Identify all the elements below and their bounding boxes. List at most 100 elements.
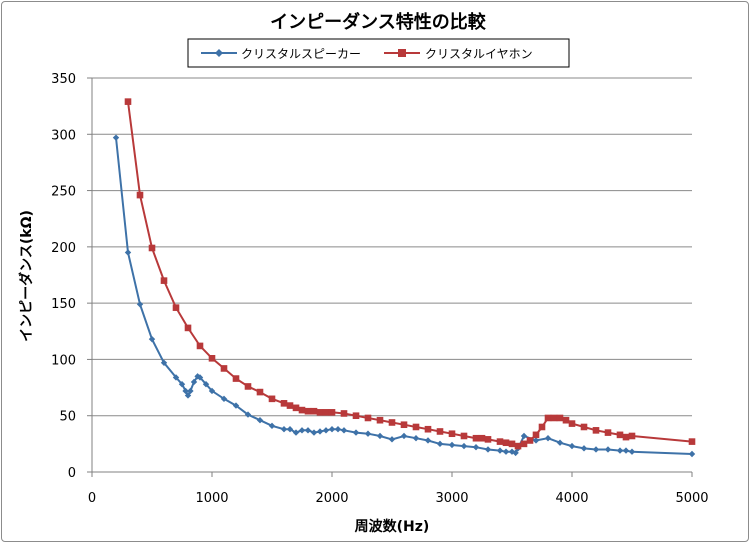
data-point [208, 387, 216, 395]
data-point [376, 432, 384, 440]
data-point [286, 426, 294, 433]
data-point [160, 359, 168, 367]
data-point [196, 342, 204, 350]
x-tick-label: 5000 [675, 491, 708, 506]
data-point [220, 365, 228, 372]
data-point [616, 431, 624, 439]
x-tick-label: 1000 [195, 491, 228, 506]
data-point [622, 447, 630, 454]
data-point [340, 427, 348, 434]
data-point [268, 395, 276, 403]
gridlines [92, 77, 692, 417]
data-point [436, 428, 444, 435]
data-point [496, 447, 504, 454]
data-point [592, 446, 600, 453]
series-speaker [112, 134, 696, 458]
data-point [544, 435, 552, 442]
data-point [316, 409, 324, 416]
data-point [310, 407, 318, 415]
data-point [310, 429, 318, 436]
series-earphone [124, 98, 696, 450]
data-point [448, 430, 456, 438]
data-point [628, 448, 636, 455]
data-point [172, 374, 180, 381]
data-point [316, 428, 324, 435]
data-point [136, 191, 144, 199]
data-point [280, 426, 288, 433]
data-point [244, 411, 252, 418]
data-point [478, 434, 486, 442]
data-point [514, 442, 522, 450]
data-point [187, 387, 194, 395]
data-point [520, 432, 528, 440]
data-point [502, 439, 510, 447]
data-point [220, 395, 228, 403]
data-point [328, 409, 336, 416]
data-point [172, 304, 180, 311]
y-tick-label: 100 [51, 353, 76, 368]
y-tick-label: 0 [68, 466, 76, 481]
data-point [232, 375, 240, 382]
data-point [298, 406, 306, 414]
data-point [292, 429, 300, 436]
data-point [556, 439, 564, 446]
data-point [388, 419, 396, 426]
data-point [298, 427, 306, 434]
y-tick-label: 150 [51, 297, 76, 312]
data-point [688, 450, 696, 458]
data-point [148, 335, 156, 343]
data-point [424, 437, 432, 444]
data-point [148, 244, 156, 252]
data-point [184, 392, 192, 399]
data-point [400, 432, 408, 440]
data-point [550, 414, 558, 422]
data-point [538, 423, 546, 431]
data-point [562, 416, 570, 424]
data-point [136, 301, 144, 308]
y-axis-title: インピーダンス(kΩ) [18, 210, 35, 342]
x-tick-label: 2000 [315, 491, 348, 506]
data-point [124, 249, 132, 256]
data-point [304, 427, 312, 434]
y-tick-label: 200 [51, 241, 76, 256]
data-point [178, 380, 186, 388]
data-point [604, 429, 612, 436]
data-point [376, 416, 384, 424]
data-point [460, 432, 468, 440]
data-point [496, 438, 504, 445]
data-point [328, 426, 336, 433]
data-point [568, 442, 576, 450]
data-point [388, 436, 396, 443]
data-point [628, 432, 636, 440]
y-tick-label: 350 [51, 72, 76, 87]
data-point [622, 433, 630, 441]
data-point [352, 429, 360, 436]
legend: クリスタルスピーカー クリスタルイヤホン [187, 38, 570, 68]
legend-box [187, 38, 570, 68]
x-tick-label: 0 [88, 491, 96, 506]
data-point [184, 324, 192, 332]
data-point [436, 440, 444, 448]
data-point [232, 402, 240, 409]
data-point [604, 446, 612, 453]
data-point [112, 134, 120, 141]
data-point [526, 437, 534, 444]
data-point [592, 427, 600, 434]
data-point [182, 387, 189, 395]
data-point [280, 400, 288, 407]
data-point [292, 404, 300, 412]
chart-title: インピーダンス特性の比較 [270, 11, 487, 33]
data-point [124, 98, 132, 105]
data-point [256, 388, 264, 396]
y-tick-label: 300 [51, 128, 76, 143]
data-point [424, 425, 432, 433]
data-point [688, 438, 696, 445]
data-point [160, 277, 168, 284]
y-tick-labels: 0 50 100 150 200 250 300 350 [51, 72, 76, 481]
data-point [208, 355, 216, 362]
data-point [484, 446, 492, 453]
data-point [244, 383, 252, 390]
data-point [190, 378, 198, 386]
